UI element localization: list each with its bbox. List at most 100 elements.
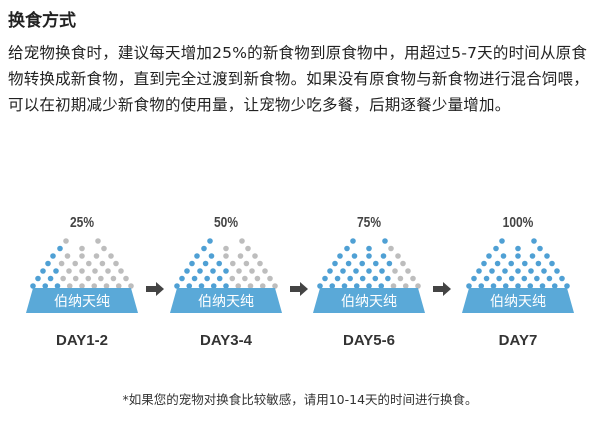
old-food-dot (405, 268, 411, 274)
new-food-dot (502, 283, 509, 289)
new-food-dot (359, 260, 365, 267)
bowl-shape (26, 288, 138, 313)
new-food-dot (329, 283, 336, 289)
old-food-dot (128, 283, 134, 289)
food-bowl: 伯纳天纯 (170, 238, 282, 313)
new-food-dot (54, 283, 61, 289)
old-food-dot (105, 268, 111, 274)
old-food-dot (245, 245, 251, 252)
new-food-dot (350, 238, 356, 244)
new-food-dot (489, 268, 495, 274)
old-food-dot (60, 275, 66, 282)
brand-label: 伯纳天纯 (490, 294, 546, 310)
new-food-dot (47, 275, 54, 282)
new-food-dot (317, 283, 323, 289)
day-label: DAY3-4 (200, 332, 252, 349)
new-food-dot (385, 275, 391, 282)
old-food-dot (118, 268, 124, 274)
old-food-dot (262, 268, 268, 274)
new-food-dot (515, 283, 521, 289)
new-food-dot (502, 268, 508, 274)
day-label: DAY1-2 (56, 332, 108, 349)
old-food-dot (249, 268, 255, 274)
old-food-dot (395, 253, 401, 259)
old-food-dot (92, 268, 98, 274)
percent-label: 75% (356, 214, 382, 231)
new-food-dot (373, 260, 379, 267)
bowl-shape (170, 288, 282, 313)
old-food-dot (95, 238, 101, 244)
body-paragraph: 给宠物换食时，建议每天增加25%的新食物到原食物中，用超过5-7天的时间从原食物… (8, 44, 589, 114)
new-food-dot (202, 260, 209, 267)
percent-label: 50% (213, 214, 239, 231)
new-food-dot (541, 268, 547, 274)
new-food-dot (515, 245, 521, 252)
old-food-dot (243, 260, 250, 267)
step: 100% (453, 214, 583, 234)
old-food-dot (397, 275, 404, 282)
new-food-dot (554, 268, 560, 274)
old-food-dot (108, 253, 114, 259)
new-food-dot (366, 245, 372, 252)
old-food-dot (235, 283, 242, 289)
old-food-dot (98, 275, 104, 282)
food-bowl: 伯纳天纯 (462, 238, 574, 313)
new-food-dot (353, 283, 360, 289)
step: 75% (304, 214, 434, 234)
new-food-dot (551, 283, 558, 289)
section-title: 换食方式 (8, 11, 76, 31)
new-food-dot (191, 275, 198, 282)
new-food-dot (486, 253, 492, 259)
food-bowl: 伯纳天纯 (313, 238, 425, 313)
new-food-dot (216, 260, 222, 267)
new-food-dot (534, 275, 540, 282)
new-food-dot (359, 275, 366, 282)
percent-label: 100% (502, 214, 534, 231)
new-food-dot (471, 275, 477, 282)
new-food-dot (322, 275, 328, 282)
old-food-dot (63, 238, 69, 244)
new-food-dot (179, 275, 185, 282)
old-food-dot (400, 260, 406, 267)
new-food-dot (50, 253, 56, 259)
new-food-dot (174, 283, 180, 289)
new-food-dot (476, 268, 482, 274)
old-food-dot (272, 283, 278, 289)
new-food-dot (496, 275, 502, 282)
old-food-dot (123, 275, 129, 282)
new-food-dot (508, 260, 514, 267)
old-food-dot (223, 253, 229, 259)
new-food-dot (332, 260, 338, 267)
new-food-dot (508, 275, 515, 282)
old-food-dot (115, 283, 122, 289)
new-food-dot (559, 275, 565, 282)
old-food-dot (110, 275, 117, 282)
new-food-dot (366, 253, 372, 259)
new-food-dot (210, 283, 217, 289)
new-food-dot (539, 283, 546, 289)
new-food-dot (382, 238, 388, 244)
new-food-dot (201, 245, 207, 252)
brand-label: 伯纳天纯 (54, 294, 110, 310)
old-food-dot (72, 260, 78, 267)
old-food-dot (402, 283, 409, 289)
new-food-dot (210, 268, 216, 274)
new-food-dot (466, 283, 472, 289)
new-food-dot (351, 253, 358, 259)
new-food-dot (493, 245, 499, 252)
old-food-dot (259, 283, 266, 289)
day-label: DAY5-6 (343, 332, 395, 349)
new-food-dot (345, 260, 352, 267)
old-food-dot (392, 268, 398, 274)
new-food-dot (353, 268, 359, 274)
new-food-dot (223, 283, 229, 289)
old-food-dot (91, 283, 98, 289)
new-food-dot (194, 253, 200, 259)
old-food-dot (237, 253, 244, 259)
new-food-dot (564, 283, 570, 289)
new-food-dot (341, 283, 348, 289)
new-food-dot (535, 260, 542, 267)
new-food-dot (478, 283, 485, 289)
old-food-dot (86, 260, 92, 267)
new-food-dot (184, 268, 190, 274)
